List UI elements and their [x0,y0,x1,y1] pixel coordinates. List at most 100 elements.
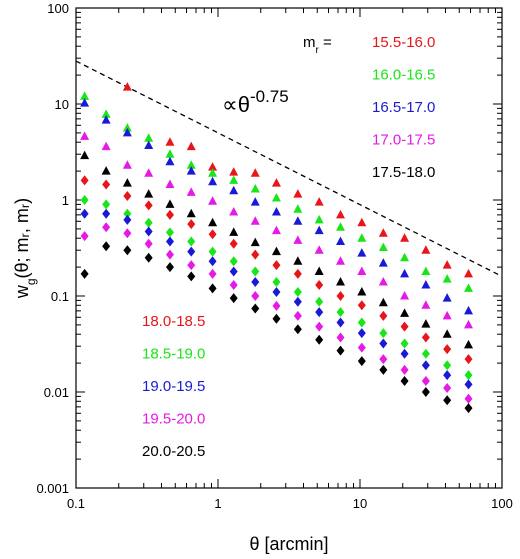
legend-entry: 17.5-18.0 [372,164,435,181]
data-point [357,233,367,242]
data-point [229,175,239,184]
data-point [357,300,366,311]
data-point [271,178,281,187]
data-point [464,393,473,404]
series-17.5-18.0 [80,150,474,349]
data-point [165,199,175,208]
data-point [271,246,281,256]
series-19.5-20.0 [80,222,473,404]
data-point [208,162,218,171]
data-point [208,229,217,240]
data-point [293,235,303,244]
data-point [165,249,174,260]
data-point [208,246,217,257]
data-point [400,291,410,300]
data-point [336,209,346,219]
data-point [442,310,452,320]
data-point [421,280,431,289]
data-point [102,208,111,219]
data-point [165,156,175,166]
data-point [442,293,452,302]
data-point [379,338,388,349]
x-tick-label: 10 [353,496,367,511]
y-tick-label: 1 [62,193,69,208]
data-point [80,175,89,186]
data-point [251,249,260,260]
data-point [357,217,367,227]
data-point [357,287,367,296]
data-point [165,227,174,238]
data-point [293,268,302,279]
data-point [251,291,260,301]
data-point [379,354,388,365]
data-point [464,283,474,292]
data-point [421,387,430,397]
data-point [102,179,111,190]
series-16.0-16.5 [80,91,474,292]
data-point [229,167,239,176]
data-point [80,131,90,140]
data-point [315,280,324,291]
data-point [400,348,409,359]
data-point [379,364,388,375]
legend-entry: 15.5-16.0 [372,34,435,51]
series-15.5-16.0 [122,82,474,278]
data-point [229,280,238,291]
data-point [80,91,90,100]
data-point [443,383,452,394]
legend-title: mr = [303,34,332,56]
y-tick-label: 10 [55,97,69,112]
x-axis-label: θ [arcmin] [249,534,328,554]
data-point [165,236,174,247]
data-point [357,342,366,353]
data-point [144,238,153,249]
data-point [314,225,324,235]
data-point [314,197,324,206]
data-point [400,376,409,387]
data-point [186,160,196,169]
data-point [421,360,430,371]
y-axis-label: wg(θ; mᵣ, mᵣ) [12,198,38,299]
data-point [378,242,388,252]
data-point [315,296,324,307]
data-point [464,305,474,315]
data-point [378,297,388,307]
data-point [208,176,218,186]
data-point [443,370,452,381]
data-point [357,328,366,339]
y-tick-label: 100 [47,1,69,16]
data-point [271,225,281,235]
data-point [144,140,154,149]
data-point [208,196,218,205]
data-point [272,260,281,271]
data-point [400,338,409,349]
data-point [208,283,217,294]
data-point [187,236,196,247]
data-point [101,141,111,151]
data-point [122,160,132,169]
data-point [144,226,153,237]
data-point [229,293,238,304]
data-point [336,307,345,318]
data-point [165,137,175,146]
data-point [123,245,132,256]
data-point [80,268,89,279]
data-point [357,356,366,367]
data-point [165,149,175,158]
x-tick-label: 0.1 [67,496,85,511]
series-18.0-18.5 [80,175,473,365]
data-point [208,268,217,279]
data-point [421,332,430,343]
y-tick-label: 0.1 [51,289,69,304]
data-point [187,219,196,230]
data-point [122,82,132,91]
data-point [271,206,281,216]
data-point [123,228,132,239]
y-tick-label: 0.01 [44,385,69,400]
data-point [400,252,410,262]
data-point [400,321,409,332]
axis-ticks [75,8,502,489]
data-point [144,217,153,228]
data-point [379,310,388,321]
data-point [464,403,473,414]
